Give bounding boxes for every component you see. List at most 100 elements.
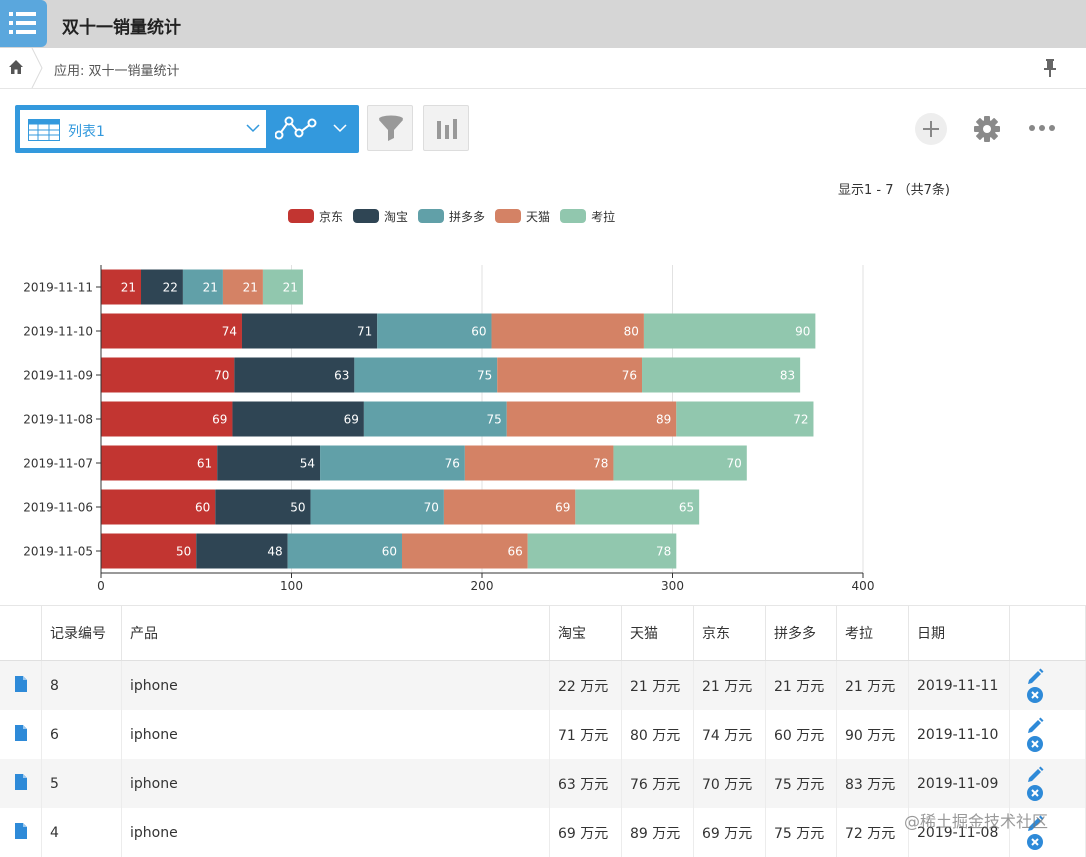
bar-segment[interactable]	[377, 313, 492, 349]
bar-value-label: 21	[243, 281, 258, 295]
edit-pencil-icon[interactable]	[1026, 668, 1044, 686]
breadcrumb-app-link[interactable]: 应用: 双十一销量统计	[54, 64, 180, 79]
table-row[interactable]: 6 iphone 71 万元 80 万元 74 万元 60 万元 90 万元 2019-11-…	[0, 710, 1086, 759]
column-header-id[interactable]: 记录编号	[41, 605, 122, 661]
bar-segment[interactable]	[643, 313, 816, 349]
bar-segment[interactable]	[182, 269, 223, 305]
bar-segment[interactable]	[287, 533, 402, 569]
bar-segment[interactable]	[101, 313, 242, 349]
row-icon-cell	[0, 808, 42, 857]
bar-segment[interactable]	[234, 357, 355, 393]
filter-button[interactable]	[367, 105, 413, 151]
bar-segment[interactable]	[196, 533, 288, 569]
column-header-pdd[interactable]: 拼多多	[765, 605, 837, 661]
bar-segment[interactable]	[217, 445, 321, 481]
delete-circle-icon[interactable]	[1026, 686, 1044, 704]
bar-segment[interactable]	[262, 269, 303, 305]
breadcrumb-separator-icon	[31, 48, 43, 88]
legend-item-pdd[interactable]: 拼多多	[418, 208, 485, 224]
bar-segment[interactable]	[491, 313, 644, 349]
menu-button[interactable]	[0, 0, 47, 47]
pin-icon[interactable]	[1042, 58, 1058, 78]
legend-swatch	[288, 209, 314, 223]
legend-label: 京东	[319, 209, 344, 224]
bar-segment[interactable]	[101, 533, 197, 569]
add-icon[interactable]	[914, 112, 948, 146]
chart-type-chevron-icon[interactable]	[333, 124, 347, 133]
edit-pencil-icon[interactable]	[1026, 815, 1044, 833]
column-header-date[interactable]: 日期	[908, 605, 1010, 661]
bar-value-label: 78	[593, 457, 608, 471]
table-row[interactable]: 4 iphone 69 万元 89 万元 69 万元 75 万元 72 万元 2019-11-…	[0, 808, 1086, 857]
legend-item-kaola[interactable]: 考拉	[560, 208, 615, 224]
watermark: @稀土掘金技术社区	[904, 812, 1049, 831]
bar-segment[interactable]	[613, 445, 747, 481]
cell-product: iphone	[121, 660, 550, 710]
bar-segment[interactable]	[506, 401, 677, 437]
cell-taobao-sales: 22 万元	[549, 660, 622, 710]
bar-segment[interactable]	[101, 269, 142, 305]
more-icon[interactable]	[1028, 124, 1056, 132]
bar-segment[interactable]	[320, 445, 465, 481]
delete-circle-icon[interactable]	[1026, 833, 1044, 851]
column-header-product[interactable]: 产品	[121, 605, 550, 661]
bar-segment[interactable]	[101, 357, 235, 393]
bar-value-label: 60	[195, 501, 210, 515]
statistics-button[interactable]	[423, 105, 469, 151]
bar-segment[interactable]	[401, 533, 528, 569]
edit-pencil-icon[interactable]	[1026, 766, 1044, 784]
bar-segment[interactable]	[232, 401, 364, 437]
legend-item-tmall[interactable]: 天猫	[495, 208, 550, 224]
legend-item-jd[interactable]: 京东	[288, 208, 343, 224]
bar-segment[interactable]	[101, 401, 233, 437]
table-header-row: 记录编号 产品 淘宝 天猫 京东 拼多多 考拉 日期	[0, 605, 1086, 661]
bar-segment[interactable]	[676, 401, 814, 437]
file-icon[interactable]	[14, 675, 27, 692]
file-icon[interactable]	[14, 822, 27, 839]
column-header-jd[interactable]: 京东	[693, 605, 766, 661]
file-icon[interactable]	[14, 773, 27, 790]
bar-segment[interactable]	[464, 445, 614, 481]
view-dropdown[interactable]: 列表1	[20, 110, 266, 148]
legend-label: 淘宝	[384, 209, 409, 224]
file-icon[interactable]	[14, 724, 27, 741]
cell-kaola-sales: 83 万元	[836, 759, 909, 808]
bar-segment[interactable]	[222, 269, 263, 305]
cell-taobao-sales: 71 万元	[549, 710, 622, 759]
bar-segment[interactable]	[310, 489, 444, 525]
x-axis-tick-label: 0	[97, 579, 105, 593]
cell-kaola-sales: 72 万元	[836, 808, 909, 857]
column-header-tmall[interactable]: 天猫	[621, 605, 694, 661]
cell-jd-sales: 21 万元	[693, 660, 766, 710]
x-axis-tick-label: 200	[471, 579, 494, 593]
y-axis-tick-label: 2019-11-07	[23, 457, 93, 471]
delete-circle-icon[interactable]	[1026, 784, 1044, 802]
bar-value-label: 21	[203, 281, 218, 295]
column-header-kaola[interactable]: 考拉	[836, 605, 909, 661]
legend-item-taobao[interactable]: 淘宝	[353, 208, 408, 224]
bar-segment[interactable]	[101, 489, 216, 525]
delete-circle-icon[interactable]	[1026, 735, 1044, 753]
bar-segment[interactable]	[363, 401, 507, 437]
line-chart-icon[interactable]	[275, 115, 317, 141]
bar-segment[interactable]	[527, 533, 677, 569]
bar-chart-icon	[437, 119, 457, 139]
bar-value-label: 72	[793, 413, 808, 427]
bar-segment[interactable]	[642, 357, 801, 393]
table-row[interactable]: 5 iphone 63 万元 76 万元 70 万元 75 万元 83 万元 2019-11-…	[0, 759, 1086, 808]
gear-icon[interactable]	[973, 115, 1001, 143]
bar-segment[interactable]	[241, 313, 378, 349]
bar-segment[interactable]	[497, 357, 643, 393]
bar-segment[interactable]	[354, 357, 498, 393]
column-header-taobao[interactable]: 淘宝	[549, 605, 622, 661]
edit-pencil-icon[interactable]	[1026, 717, 1044, 735]
chevron-down-icon	[246, 124, 260, 133]
bar-segment[interactable]	[101, 445, 218, 481]
table-row[interactable]: 8 iphone 22 万元 21 万元 21 万元 21 万元 21 万元 2019-11-…	[0, 660, 1086, 710]
bar-segment[interactable]	[215, 489, 311, 525]
bar-segment[interactable]	[575, 489, 700, 525]
cell-date: 2019-11-11	[908, 660, 1010, 710]
bar-segment[interactable]	[141, 269, 183, 305]
home-icon[interactable]	[8, 59, 24, 75]
bar-segment[interactable]	[443, 489, 576, 525]
